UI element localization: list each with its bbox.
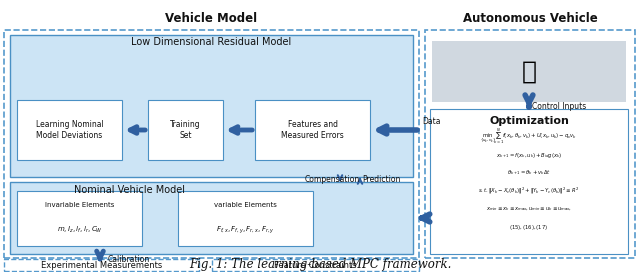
Bar bbox=[148, 100, 223, 160]
Bar bbox=[10, 182, 413, 254]
Bar bbox=[425, 30, 635, 258]
Text: Calibration: Calibration bbox=[108, 255, 150, 264]
Text: $m, I_z, l_f, l_r, C_W$: $m, I_z, l_f, l_r, C_W$ bbox=[56, 225, 102, 235]
Text: Invariable Elements: Invariable Elements bbox=[45, 202, 114, 208]
Bar bbox=[17, 191, 142, 246]
Text: Vehicle Model: Vehicle Model bbox=[165, 12, 257, 25]
Text: Fig. 1: The learning-based MPC framework.: Fig. 1: The learning-based MPC framework… bbox=[189, 258, 451, 271]
Bar bbox=[432, 41, 626, 102]
Bar bbox=[430, 109, 628, 254]
Text: $(15),(16),(17)$: $(15),(16),(17)$ bbox=[509, 222, 548, 231]
Text: Data: Data bbox=[422, 118, 440, 126]
Text: Compensation: Compensation bbox=[305, 175, 360, 184]
Text: $\min_{\{u_k,v_k\}}\!\sum_{k=1}^{N}\!f(x_k,\theta_k,v_k)+U(x_k,u_k)-q_v v_k$: $\min_{\{u_k,v_k\}}\!\sum_{k=1}^{N}\!f(x… bbox=[481, 128, 578, 147]
Text: Prediction: Prediction bbox=[362, 175, 401, 184]
Bar bbox=[4, 259, 199, 271]
Bar bbox=[4, 30, 419, 258]
Bar bbox=[212, 259, 419, 271]
Text: variable Elements: variable Elements bbox=[214, 202, 277, 208]
Text: $\theta_{k+1}=\theta_k+v_k\Delta t$: $\theta_{k+1}=\theta_k+v_k\Delta t$ bbox=[507, 169, 551, 177]
Text: Low Dimensional Residual Model: Low Dimensional Residual Model bbox=[131, 37, 292, 47]
Text: Feature Constraints: Feature Constraints bbox=[274, 261, 357, 270]
Bar bbox=[255, 100, 370, 160]
Text: Training
Set: Training Set bbox=[170, 120, 201, 140]
Text: Nominal Vehicle Model: Nominal Vehicle Model bbox=[74, 185, 186, 195]
Text: Experimental Measurements: Experimental Measurements bbox=[41, 261, 162, 270]
Text: Learning Nominal
Model Deviations: Learning Nominal Model Deviations bbox=[36, 120, 104, 140]
Bar bbox=[17, 100, 122, 160]
Text: $x_{k+1}=f(x_k,u_k)+B_{id}g(x_k)$: $x_{k+1}=f(x_k,u_k)+B_{id}g(x_k)$ bbox=[496, 150, 562, 159]
Text: $x_{min}\leq x_k\leq x_{max}, u_{min}\leq u_k\leq u_{max},$: $x_{min}\leq x_k\leq x_{max}, u_{min}\le… bbox=[486, 205, 572, 214]
Bar bbox=[178, 191, 313, 246]
Text: $F_{f,x}, F_{f,y}, F_{r,x}, F_{r,y}$: $F_{f,x}, F_{f,y}, F_{r,x}, F_{r,y}$ bbox=[216, 224, 275, 236]
Bar bbox=[10, 35, 413, 177]
Text: 🚗: 🚗 bbox=[522, 60, 536, 84]
Text: Optimization: Optimization bbox=[489, 116, 569, 126]
Text: Features and
Measured Errors: Features and Measured Errors bbox=[281, 120, 344, 140]
Text: $s.t.\|X_k-X_c(\theta_k)\|^2+\|Y_k-Y_c(\theta_k)\|^2\leq R^2$: $s.t.\|X_k-X_c(\theta_k)\|^2+\|Y_k-Y_c(\… bbox=[478, 186, 580, 196]
Text: Autonomous Vehicle: Autonomous Vehicle bbox=[463, 12, 597, 25]
Text: Control Inputs: Control Inputs bbox=[532, 102, 586, 111]
